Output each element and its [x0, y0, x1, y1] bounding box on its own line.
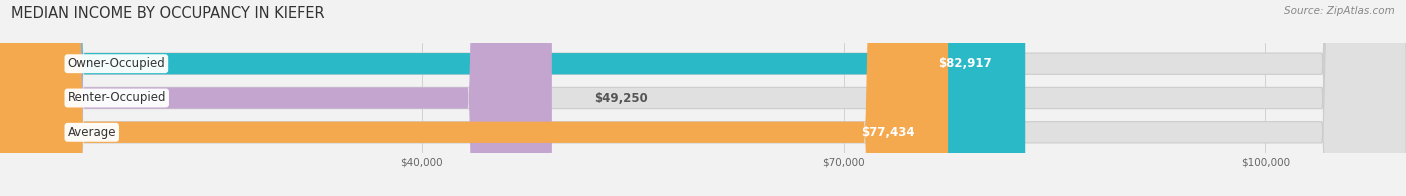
FancyBboxPatch shape: [0, 0, 948, 196]
Text: Owner-Occupied: Owner-Occupied: [67, 57, 166, 70]
Text: Source: ZipAtlas.com: Source: ZipAtlas.com: [1284, 6, 1395, 16]
Text: MEDIAN INCOME BY OCCUPANCY IN KIEFER: MEDIAN INCOME BY OCCUPANCY IN KIEFER: [11, 6, 325, 21]
Text: $82,917: $82,917: [938, 57, 991, 70]
Text: $49,250: $49,250: [595, 92, 648, 104]
FancyBboxPatch shape: [0, 0, 1025, 196]
FancyBboxPatch shape: [0, 0, 551, 196]
Text: Average: Average: [67, 126, 115, 139]
Text: $77,434: $77,434: [860, 126, 914, 139]
Text: Renter-Occupied: Renter-Occupied: [67, 92, 166, 104]
